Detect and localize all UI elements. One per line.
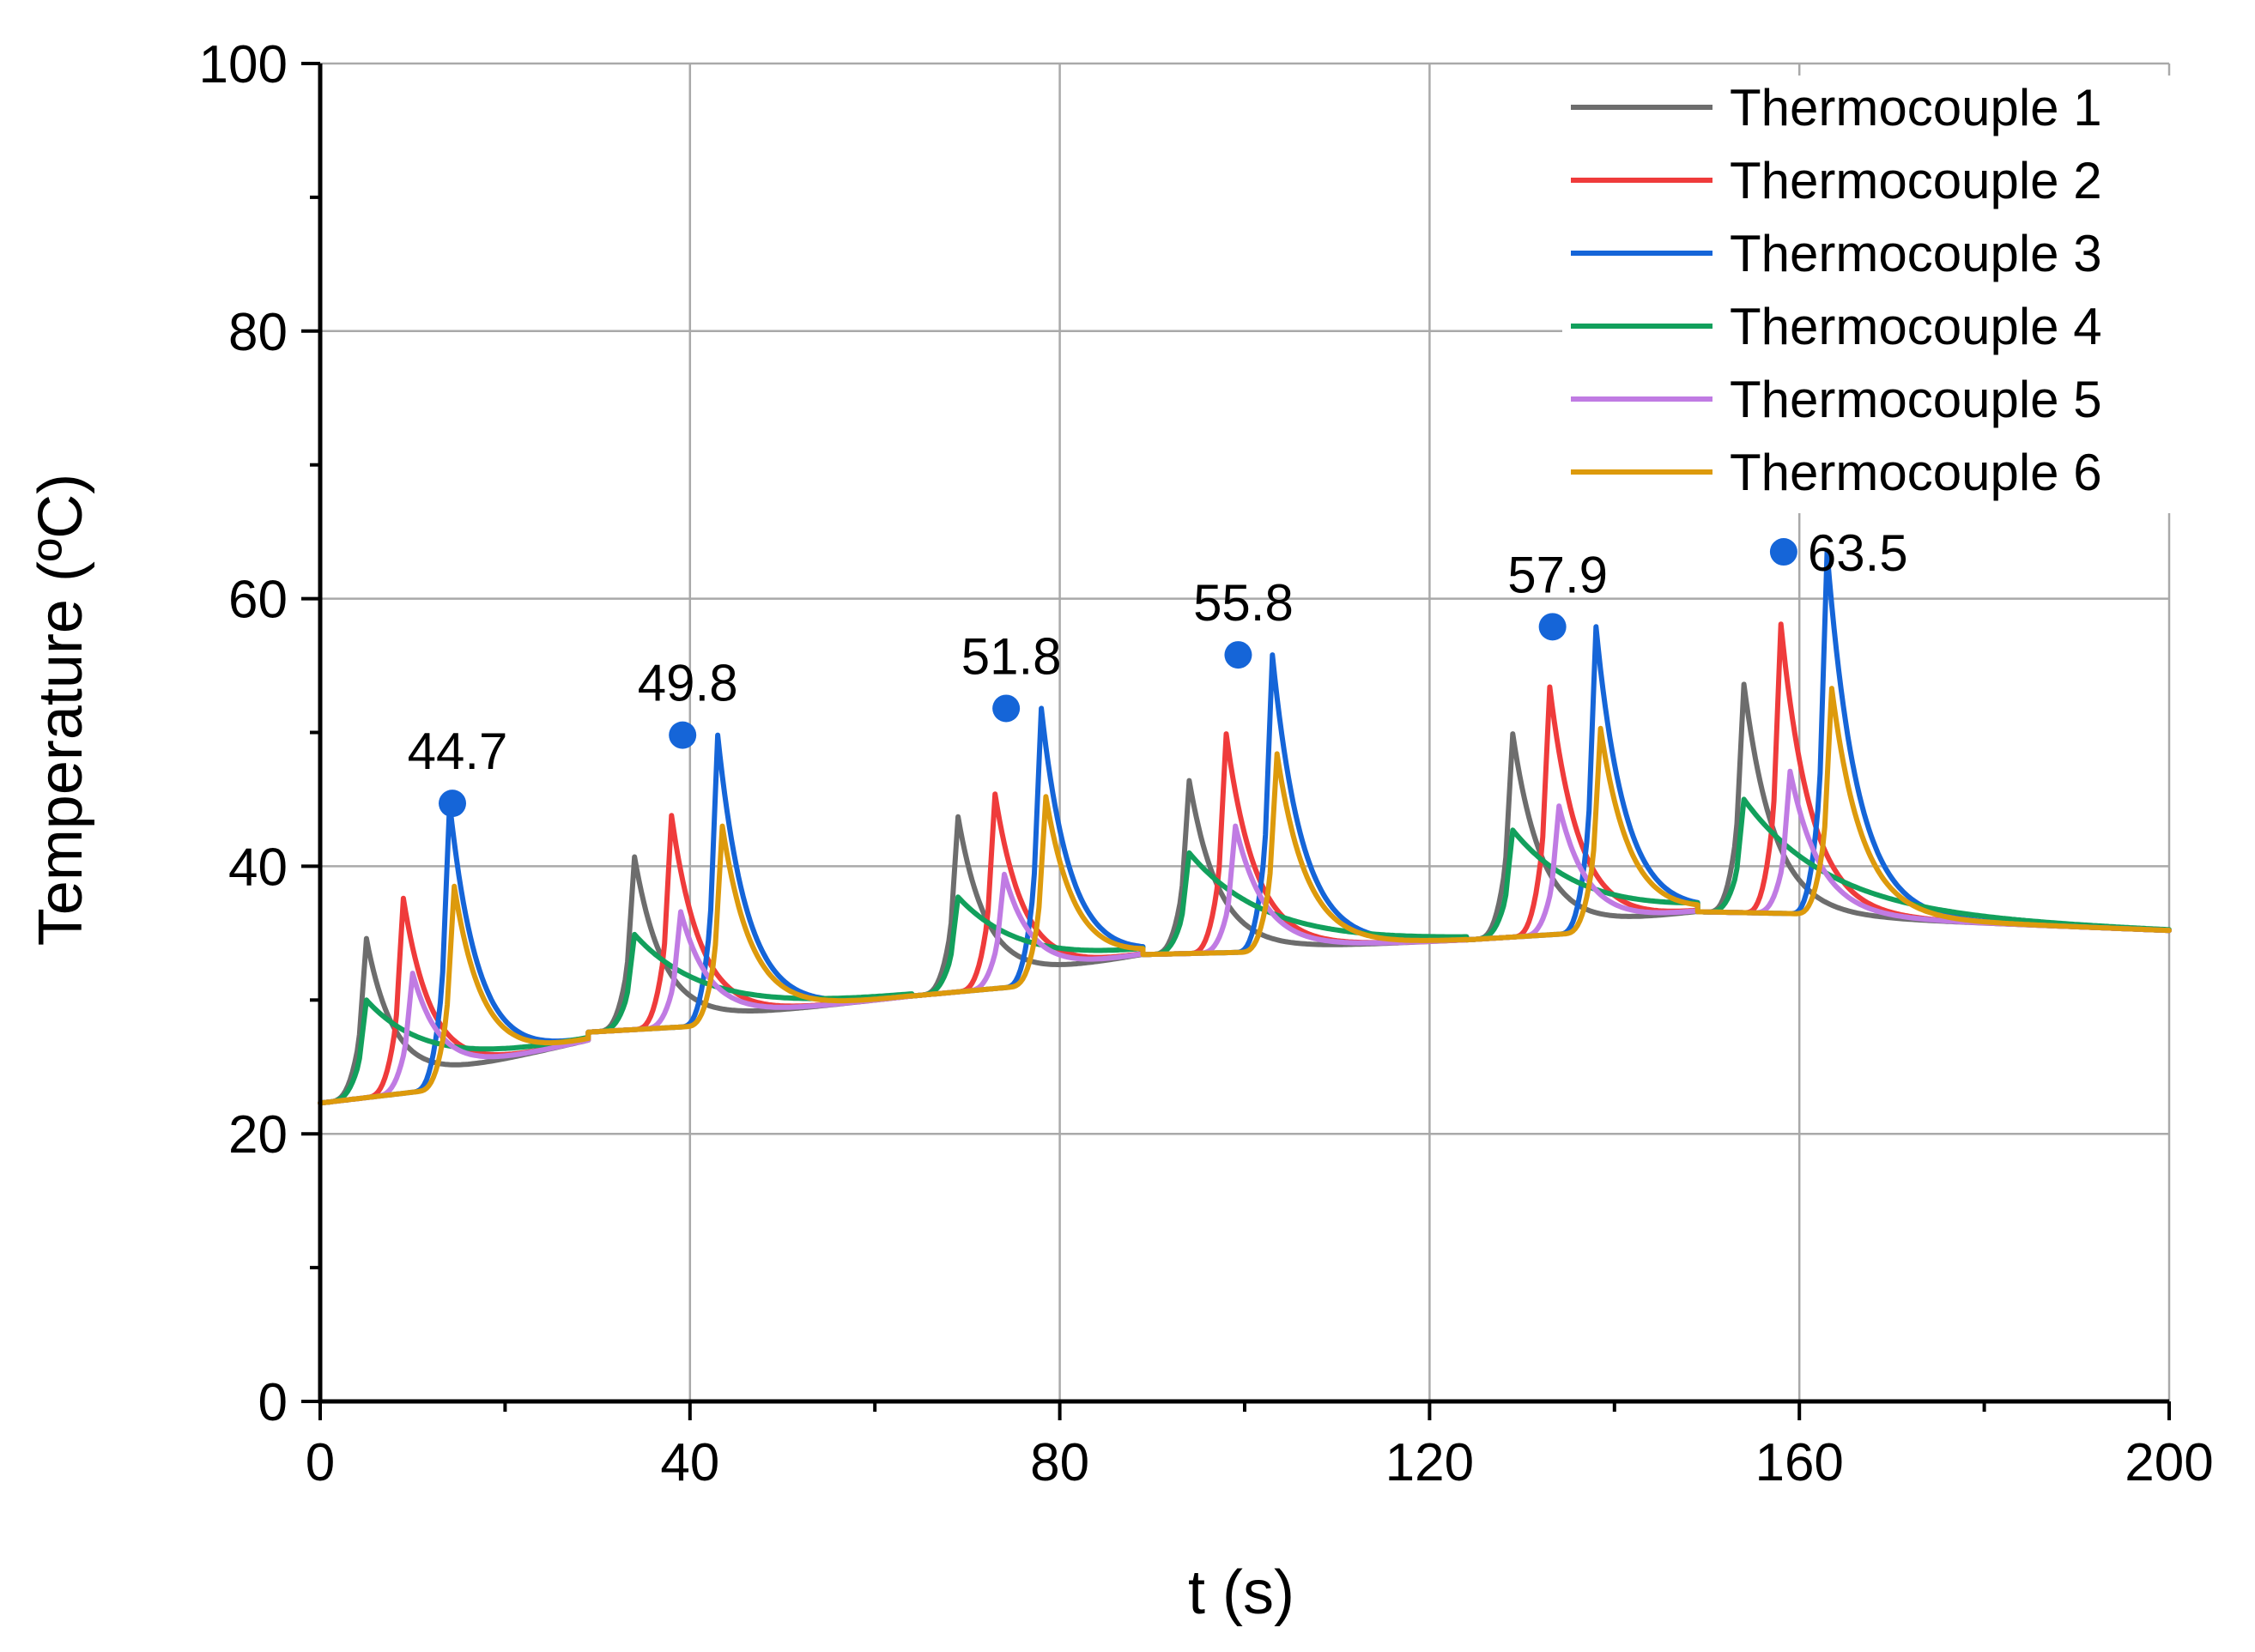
peak-annotations: 44.7 49.8 51.8 55.8 57.9 63.5 bbox=[408, 524, 1908, 818]
series-line-thermocouple-6 bbox=[318, 686, 2172, 1106]
y-tick-label: 100 bbox=[199, 35, 288, 94]
peak-label: 51.8 bbox=[961, 627, 1062, 685]
y-tick-label: 0 bbox=[258, 1373, 288, 1432]
x-tick-label: 80 bbox=[1030, 1433, 1089, 1492]
legend-background bbox=[1562, 76, 2180, 513]
x-tick-label: 160 bbox=[1755, 1433, 1843, 1492]
peak-marker bbox=[439, 790, 467, 818]
x-tick-label: 200 bbox=[2125, 1433, 2213, 1492]
legend: Thermocouple 1 Thermocouple 2 Thermocouple… bbox=[1562, 76, 2180, 513]
axes: 0 40 80 120 160 200 0 20 40 60 80 100 bbox=[199, 35, 2214, 1492]
peak-marker bbox=[1224, 641, 1252, 669]
series-line-thermocouple-1 bbox=[318, 681, 2172, 1106]
plot-series bbox=[318, 549, 2172, 1106]
peak-marker bbox=[992, 694, 1021, 723]
peak-marker bbox=[1538, 613, 1567, 641]
x-axis-title: t (s) bbox=[1188, 1558, 1294, 1627]
peak-marker bbox=[669, 721, 697, 749]
y-axis-title: Temperature (ºC) bbox=[27, 474, 95, 946]
x-tick-label: 0 bbox=[306, 1433, 335, 1492]
x-tick-label: 40 bbox=[660, 1433, 719, 1492]
peak-label: 57.9 bbox=[1507, 546, 1608, 603]
legend-label: Thermocouple 3 bbox=[1730, 225, 2102, 282]
grid bbox=[320, 62, 2171, 1401]
peak-marker bbox=[1769, 538, 1797, 566]
y-tick-label: 80 bbox=[228, 303, 288, 362]
peak-label: 63.5 bbox=[1808, 524, 1908, 582]
peak-label: 49.8 bbox=[638, 655, 738, 712]
y-tick-label: 40 bbox=[228, 838, 288, 897]
legend-label: Thermocouple 4 bbox=[1730, 298, 2102, 355]
peak-label: 44.7 bbox=[408, 723, 508, 780]
legend-label: Thermocouple 1 bbox=[1730, 79, 2102, 136]
x-tick-label: 120 bbox=[1385, 1433, 1474, 1492]
legend-label: Thermocouple 2 bbox=[1730, 152, 2102, 209]
legend-label: Thermocouple 6 bbox=[1730, 444, 2102, 501]
y-tick-label: 60 bbox=[228, 571, 288, 630]
series-line-thermocouple-4 bbox=[318, 796, 2172, 1106]
peak-label: 55.8 bbox=[1193, 574, 1294, 632]
legend-label: Thermocouple 5 bbox=[1730, 371, 2102, 428]
y-tick-label: 20 bbox=[228, 1105, 288, 1165]
